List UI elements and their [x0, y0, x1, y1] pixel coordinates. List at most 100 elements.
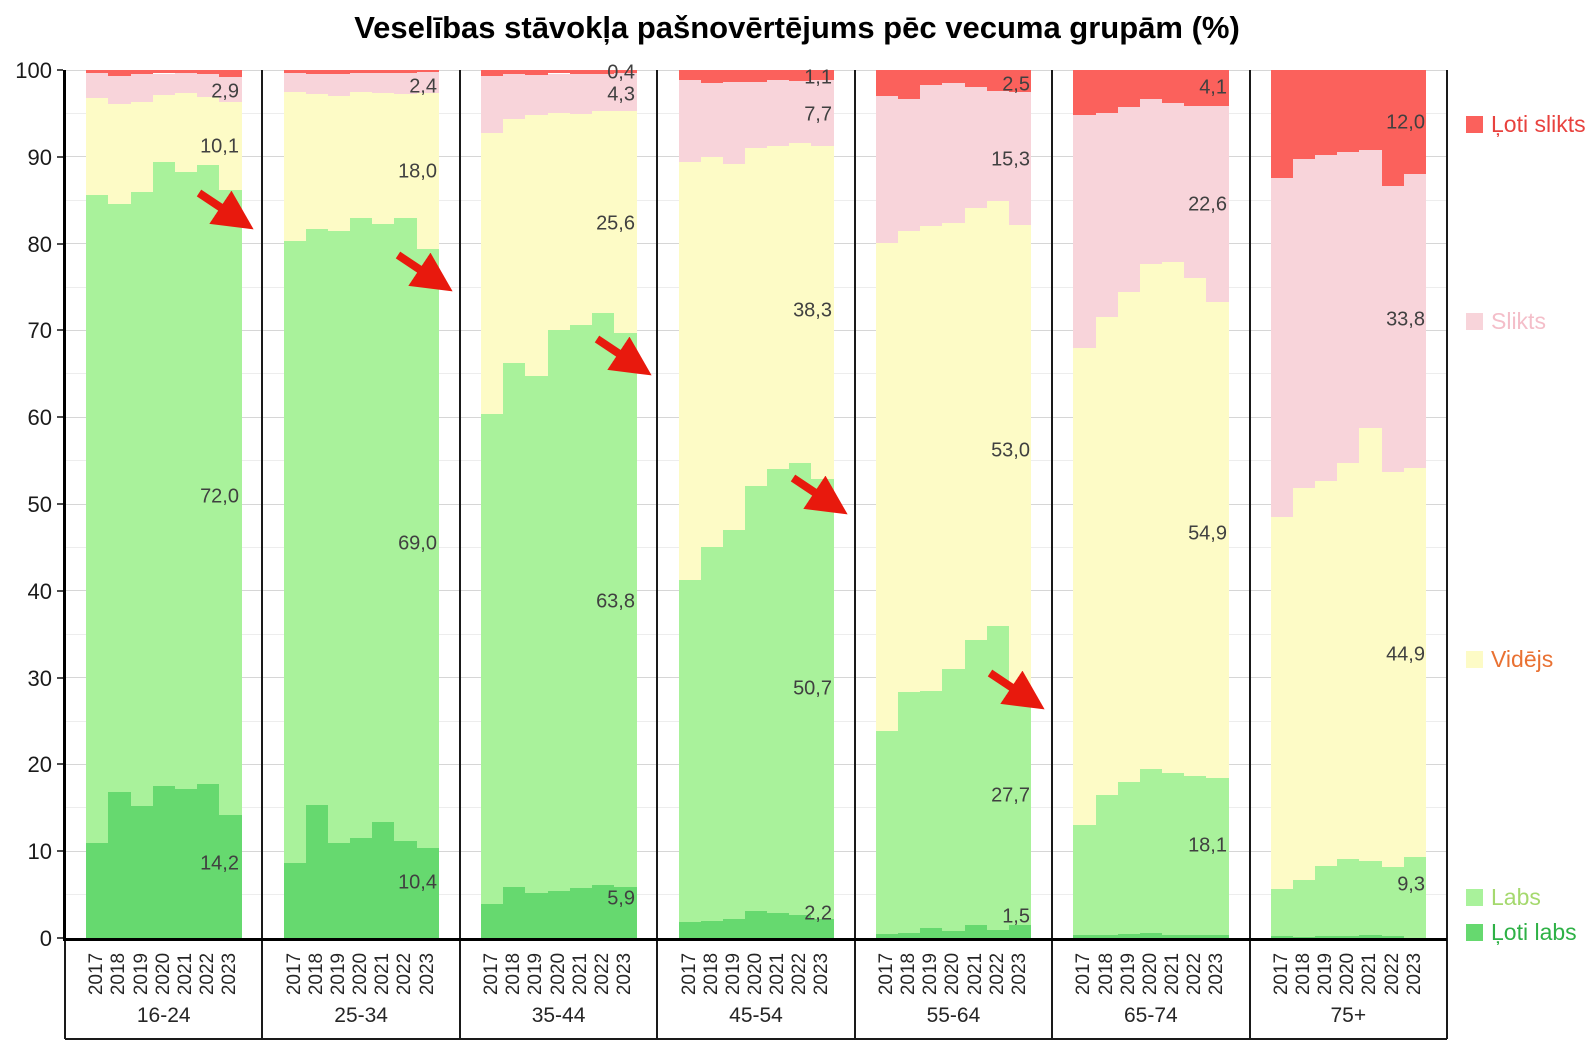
bar-segment-videjs — [108, 103, 131, 204]
x-axis-year-label: 2021 — [569, 952, 591, 996]
bar-segment-loti_slikts — [394, 70, 417, 74]
bar-segment-labs — [547, 330, 571, 892]
bar-segment-loti_labs — [767, 912, 790, 938]
bar-segment-videjs — [394, 94, 417, 218]
bar-segment-loti_slikts — [1337, 70, 1360, 152]
x-axis-year-label: 2019 — [1315, 952, 1337, 996]
bar-segment-slikts — [152, 73, 176, 96]
data-label: 4,3 — [607, 83, 635, 106]
bar-segment-slikts — [591, 74, 615, 111]
bar-segment-slikts — [1270, 177, 1294, 518]
bar-segment-videjs — [1073, 347, 1096, 826]
x-axis-group-label: 55-64 — [926, 1004, 981, 1027]
bar-segment-labs — [1359, 860, 1382, 936]
bar-segment-labs — [1184, 775, 1207, 935]
x-axis-year-label: 2023 — [416, 952, 438, 996]
bar-segment-labs — [569, 325, 593, 888]
bar-segment-slikts — [174, 72, 198, 94]
bar-segment-loti_slikts — [591, 70, 615, 75]
bar-segment-slikts — [86, 73, 109, 98]
x-axis-year-label: 2020 — [152, 952, 174, 996]
bar-segment-loti_labs — [920, 927, 943, 938]
bar-segment-loti_slikts — [1139, 70, 1163, 99]
y-axis-tick-mark — [57, 416, 63, 419]
x-axis-year-label: 2020 — [942, 952, 964, 996]
data-label: 9,3 — [1397, 873, 1425, 896]
bar-segment-slikts — [1139, 98, 1163, 265]
category-box-bottom-line — [65, 1038, 1447, 1040]
bar-segment-videjs — [525, 115, 548, 376]
bar-segment-loti_labs — [591, 885, 615, 938]
x-axis-year-label: 2018 — [1293, 952, 1314, 996]
bar-segment-labs — [986, 625, 1010, 931]
x-axis-year-label: 2019 — [1117, 952, 1139, 996]
bar-segment-loti_slikts — [1008, 70, 1032, 92]
bar-segment-slikts — [130, 74, 154, 103]
data-label: 7,7 — [804, 103, 832, 126]
bar-segment-labs — [964, 640, 988, 925]
bar-segment-videjs — [678, 162, 702, 580]
bar-segment-labs — [722, 530, 746, 919]
bar-segment-loti_labs — [350, 838, 373, 938]
x-axis-year-label: 2019 — [130, 952, 152, 996]
bar-segment-loti_slikts — [898, 70, 921, 99]
x-axis-year-label: 2019 — [328, 952, 349, 996]
x-axis-year-label: 2020 — [745, 952, 766, 996]
group-separator — [1051, 70, 1054, 1039]
x-axis-year-label: 2018 — [503, 952, 525, 996]
y-axis-tick-mark — [57, 155, 63, 158]
bar-segment-loti_slikts — [174, 70, 198, 73]
bar-segment-loti_labs — [130, 806, 154, 938]
bar-segment-slikts — [744, 82, 768, 149]
bar-segment-labs — [372, 223, 395, 822]
bar-segment-labs — [920, 690, 943, 928]
x-axis-year-label: 2019 — [722, 952, 744, 996]
x-axis-year-label: 2020 — [1337, 952, 1359, 996]
bar-segment-loti_labs — [283, 863, 307, 938]
y-axis-tick-label: 40 — [27, 578, 52, 604]
bar-segment-slikts — [327, 74, 351, 97]
bar-segment-videjs — [1337, 463, 1360, 860]
bar-segment-slikts — [700, 83, 724, 157]
bar-segment-loti_slikts — [305, 70, 329, 75]
bar-segment-loti_slikts — [613, 70, 637, 74]
bar-segment-loti_slikts — [1381, 70, 1405, 187]
bar-segment-loti_slikts — [811, 70, 834, 80]
data-label: 27,7 — [991, 784, 1030, 807]
bar-segment-videjs — [700, 156, 724, 548]
bar-segment-slikts — [1161, 102, 1185, 262]
bar-segment-labs — [1270, 888, 1294, 937]
bar-segment-labs — [1139, 768, 1163, 933]
x-axis-year-label: 2018 — [1095, 952, 1117, 996]
bar-segment-loti_slikts — [416, 70, 440, 72]
bar-segment-videjs — [964, 208, 988, 641]
bar-segment-videjs — [174, 93, 198, 172]
bar-segment-loti_labs — [1337, 936, 1360, 938]
bar-segment-videjs — [613, 110, 637, 334]
bar-segment-loti_labs — [1184, 934, 1207, 938]
bar-segment-loti_labs — [569, 887, 593, 938]
y-axis-line — [63, 70, 66, 941]
bar-segment-loti_labs — [1292, 937, 1316, 938]
x-axis-year-label: 2022 — [789, 952, 811, 996]
data-label: 2,9 — [211, 80, 239, 103]
y-axis-tick-mark — [57, 242, 63, 245]
bar-segment-loti_slikts — [1184, 70, 1207, 106]
legend-label-loti_labs: Ļoti labs — [1491, 919, 1577, 945]
bar-segment-loti_labs — [1270, 936, 1294, 938]
bar-segment-slikts — [986, 90, 1010, 202]
bar-segment-labs — [942, 668, 965, 932]
group-separator — [853, 70, 856, 1039]
bar-segment-loti_labs — [547, 891, 571, 938]
bar-segment-loti_labs — [898, 932, 921, 938]
bar-segment-videjs — [789, 142, 812, 464]
bar-segment-videjs — [811, 146, 834, 479]
bar-segment-slikts — [547, 73, 571, 113]
bar-segment-slikts — [1359, 149, 1382, 428]
data-label: 54,9 — [1188, 522, 1227, 545]
data-label: 63,8 — [596, 590, 635, 613]
bar-segment-loti_slikts — [503, 70, 526, 75]
bar-segment-slikts — [875, 96, 899, 243]
bar-segment-labs — [283, 241, 307, 864]
bar-segment-loti_slikts — [722, 70, 746, 83]
